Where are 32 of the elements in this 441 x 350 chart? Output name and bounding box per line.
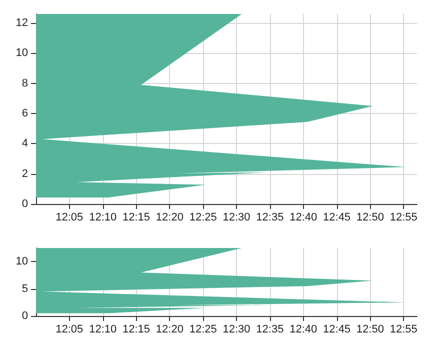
x-tick-label: 12:05: [56, 212, 84, 224]
y-tick-label: 2: [22, 168, 28, 180]
x-tick-label: 12:15: [122, 212, 150, 224]
y-tick-label: 10: [16, 47, 28, 60]
y-tick-label: 4: [22, 138, 28, 150]
x-tick-label: 12:50: [356, 212, 384, 224]
x-tick-label: 12:40: [290, 212, 318, 224]
x-tick-label: 12:45: [323, 212, 351, 224]
y-tick-label: 5: [22, 282, 28, 295]
x-tick-label: 12:35: [256, 212, 284, 224]
y-tick-label: 0: [22, 198, 28, 210]
x-tick-label: 12:55: [390, 324, 418, 336]
x-tick-label: 12:30: [222, 324, 250, 336]
x-tick-label: 12:20: [156, 212, 184, 224]
x-tick-label: 12:20: [156, 324, 184, 336]
y-tick-label: 8: [22, 77, 28, 90]
x-tick-label: 12:25: [189, 212, 217, 224]
y-tick-label: 6: [22, 108, 28, 120]
x-tick-label: 12:45: [323, 324, 351, 336]
x-tick-label: 12:35: [256, 324, 284, 336]
x-tick-label: 12:25: [189, 324, 217, 336]
x-tick-label: 12:50: [356, 324, 384, 336]
x-tick-label: 12:10: [89, 324, 117, 336]
y-tick-label: 10: [16, 256, 28, 268]
x-tick-label: 12:40: [290, 324, 318, 336]
x-tick-label: 12:15: [122, 324, 150, 336]
y-tick-label: 12: [16, 17, 28, 30]
x-tick-label: 12:55: [390, 212, 418, 224]
x-tick-label: 12:30: [222, 212, 250, 224]
x-tick-label: 12:05: [56, 324, 84, 336]
x-tick-label: 12:10: [89, 212, 117, 224]
y-tick-label: 0: [22, 310, 28, 322]
